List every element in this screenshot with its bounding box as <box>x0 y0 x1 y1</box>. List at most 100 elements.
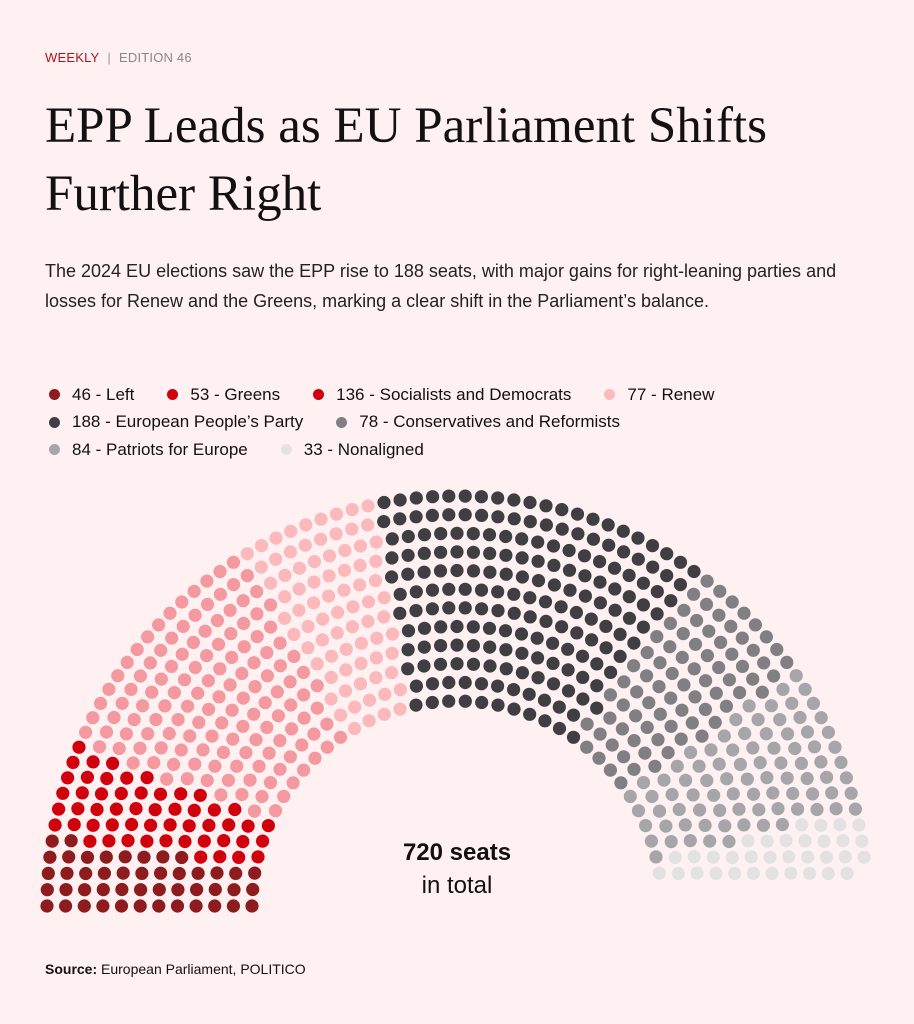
seat-dot <box>617 750 631 764</box>
seat-dot <box>124 682 138 696</box>
seat-dot <box>713 584 727 598</box>
seat-dot <box>746 787 761 801</box>
legend: 46 - Left 53 - Greens 136 - Socialists a… <box>49 381 869 464</box>
seat-dot <box>592 751 606 765</box>
seat-dot <box>629 709 643 723</box>
seat-dot <box>369 671 383 685</box>
seat-dot <box>665 666 679 681</box>
seat-dot <box>191 686 205 700</box>
seat-dot <box>630 685 644 699</box>
seat-dot <box>499 643 513 657</box>
seat-dot <box>102 834 116 848</box>
seat-dot <box>64 834 78 848</box>
seat-dot <box>720 772 734 786</box>
seat-dot <box>154 672 168 686</box>
seat-dot <box>764 699 779 713</box>
seat-dot <box>353 578 367 592</box>
seat-dot <box>709 866 723 880</box>
seat-dot <box>840 866 854 880</box>
seat-dot <box>660 547 674 561</box>
legend-item-nonaligned: 33 - Nonaligned <box>280 440 424 460</box>
seat-dot <box>839 771 854 785</box>
seat-dot <box>679 773 693 787</box>
seat-dot <box>640 646 654 660</box>
seat-dot <box>330 626 344 640</box>
source-label: Source: <box>45 961 98 977</box>
seat-dot <box>531 651 545 665</box>
seat-dot <box>114 786 128 801</box>
seat-dot <box>118 850 132 864</box>
seat-dot <box>640 720 654 734</box>
seat-dot <box>385 627 400 641</box>
seat-dot <box>627 636 641 650</box>
seat-dot <box>433 657 448 671</box>
seat-dot <box>264 598 278 612</box>
seat-dot <box>627 659 641 673</box>
seat-dot <box>622 568 636 582</box>
seat-dot <box>207 803 221 817</box>
seat-dot <box>250 630 264 644</box>
seat-dot <box>786 786 800 801</box>
seat-dot <box>283 675 297 689</box>
seat-dot <box>670 759 684 773</box>
seat-dot <box>283 750 297 764</box>
seat-dot <box>298 538 312 552</box>
seat-dot <box>566 708 581 722</box>
seat-dot <box>663 640 677 654</box>
seat-dot <box>515 570 530 584</box>
seat-dot <box>801 850 815 864</box>
legend-dot <box>280 444 292 456</box>
seat-dot <box>640 669 654 683</box>
seat-dot <box>134 786 148 800</box>
seat-dot <box>377 610 391 624</box>
seat-dot <box>136 699 150 713</box>
seat-dot <box>566 730 581 744</box>
seat-dot <box>62 850 76 864</box>
seat-dot <box>616 524 630 538</box>
seat-dot <box>236 594 250 608</box>
seat-dot <box>507 587 521 601</box>
legend-item-greens: 53 - Greens <box>167 385 280 405</box>
seat-dot <box>735 659 750 673</box>
seat-dot <box>593 727 607 741</box>
legend-item-patriots: 84 - Patriots for Europe <box>49 440 248 460</box>
seat-dot <box>361 595 376 609</box>
seat-dot <box>362 714 376 728</box>
seat-dot <box>539 614 553 628</box>
seat-dot <box>222 818 236 832</box>
seat-dot <box>369 535 383 549</box>
seat-dot <box>672 802 686 817</box>
seat-dot <box>700 574 714 588</box>
seat-dot <box>474 490 488 504</box>
seat-dot <box>79 725 93 739</box>
seat-dot <box>94 787 109 801</box>
seat-dot <box>212 690 226 704</box>
seat-dot <box>728 866 742 881</box>
seat-dot <box>498 624 513 638</box>
seat-dot <box>307 727 321 741</box>
seat-dot <box>361 518 375 532</box>
seat-dot <box>202 702 216 716</box>
seat-dot <box>120 655 134 669</box>
seat-dot <box>434 527 448 541</box>
seat-dot <box>40 899 54 913</box>
seat-dot <box>187 803 201 817</box>
seat-dot <box>277 611 292 625</box>
seat-dot <box>726 743 740 757</box>
seat-dot <box>742 699 756 713</box>
seat-dot <box>377 495 391 510</box>
seat-dot <box>284 524 298 538</box>
seat-dot <box>152 618 166 632</box>
seat-dot <box>652 680 666 694</box>
seat-dot <box>273 734 287 748</box>
seat-dot <box>401 624 416 638</box>
seat-dot <box>546 539 561 553</box>
seat-dot <box>192 715 206 729</box>
seat-dot <box>814 818 828 832</box>
seat-dot <box>780 771 794 785</box>
seat-dot <box>425 695 439 710</box>
seat-dot <box>712 608 726 622</box>
seat-dot <box>726 787 740 801</box>
seat-dot <box>154 741 168 755</box>
seat-dot <box>316 612 330 626</box>
